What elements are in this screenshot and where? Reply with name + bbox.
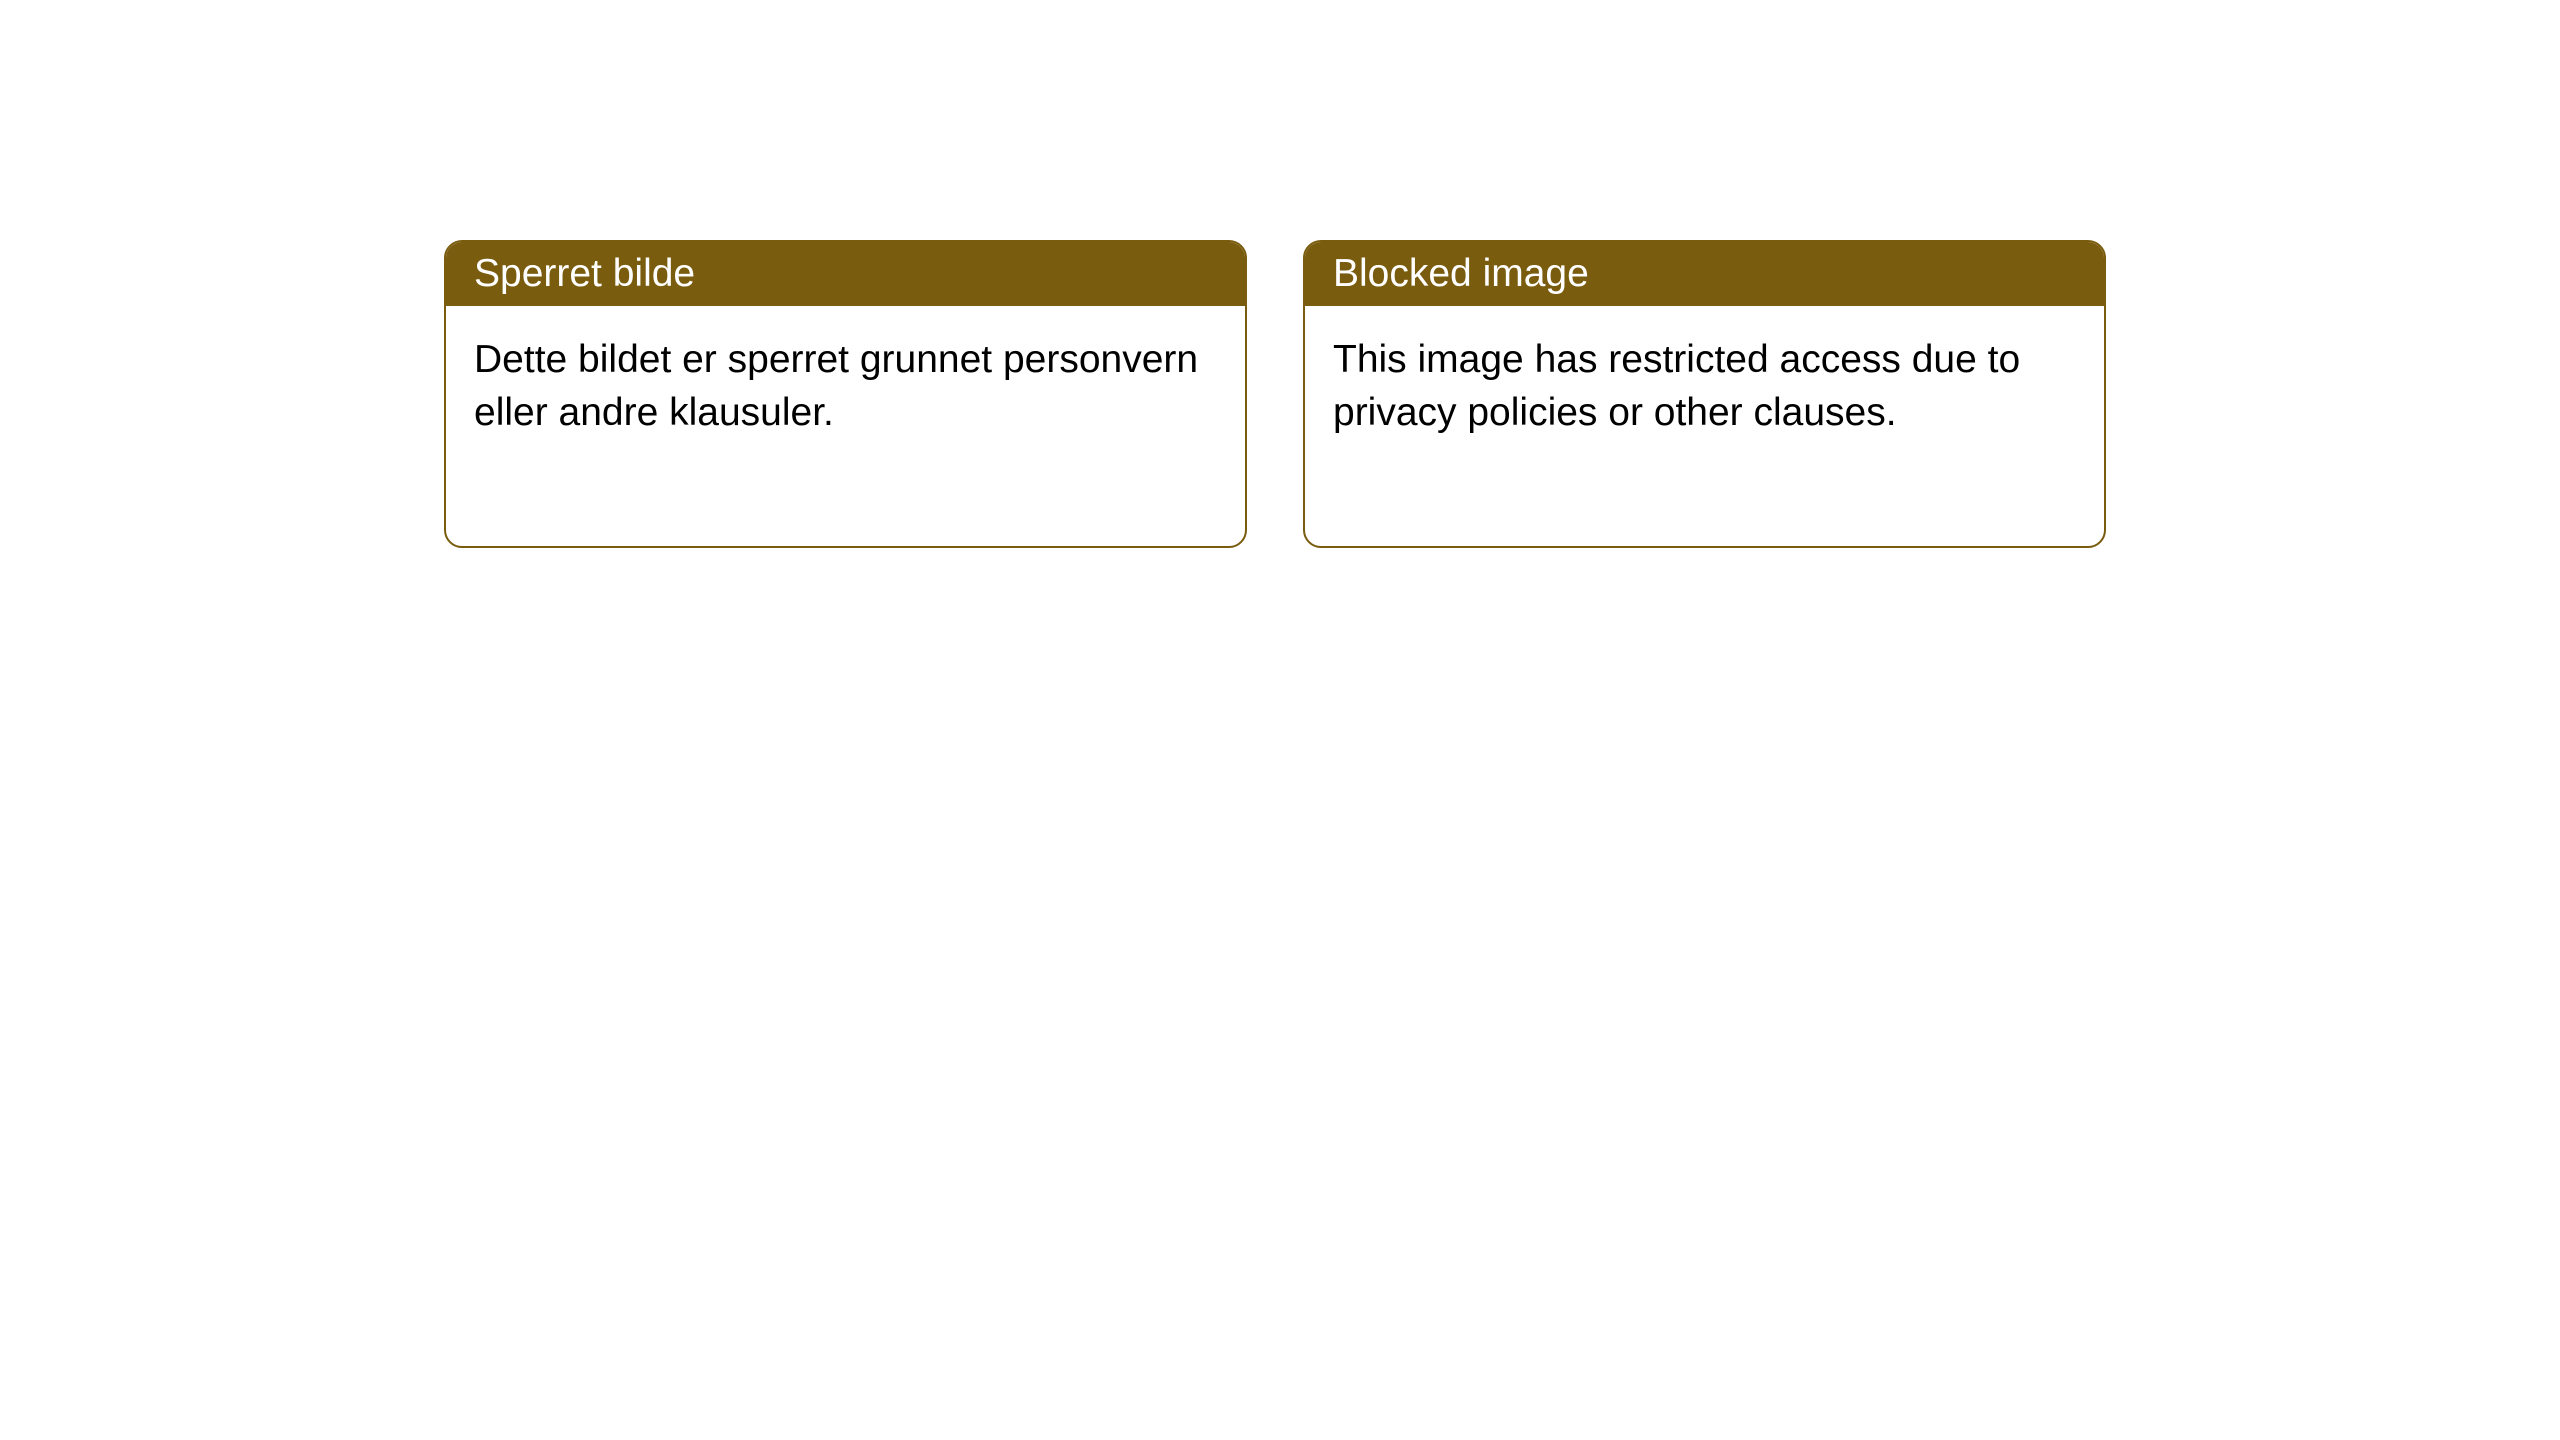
notice-title: Sperret bilde xyxy=(474,252,695,295)
notice-card-english: Blocked image This image has restricted … xyxy=(1303,240,2106,548)
notice-text: This image has restricted access due to … xyxy=(1333,338,2020,434)
notice-text: Dette bildet er sperret grunnet personve… xyxy=(474,338,1198,434)
notice-body: Dette bildet er sperret grunnet personve… xyxy=(446,306,1245,546)
notice-body: This image has restricted access due to … xyxy=(1305,306,2104,546)
notice-header: Blocked image xyxy=(1305,242,2104,306)
notice-card-norwegian: Sperret bilde Dette bildet er sperret gr… xyxy=(444,240,1247,548)
notice-title: Blocked image xyxy=(1333,252,1589,295)
notice-container: Sperret bilde Dette bildet er sperret gr… xyxy=(444,240,2106,548)
notice-header: Sperret bilde xyxy=(446,242,1245,306)
